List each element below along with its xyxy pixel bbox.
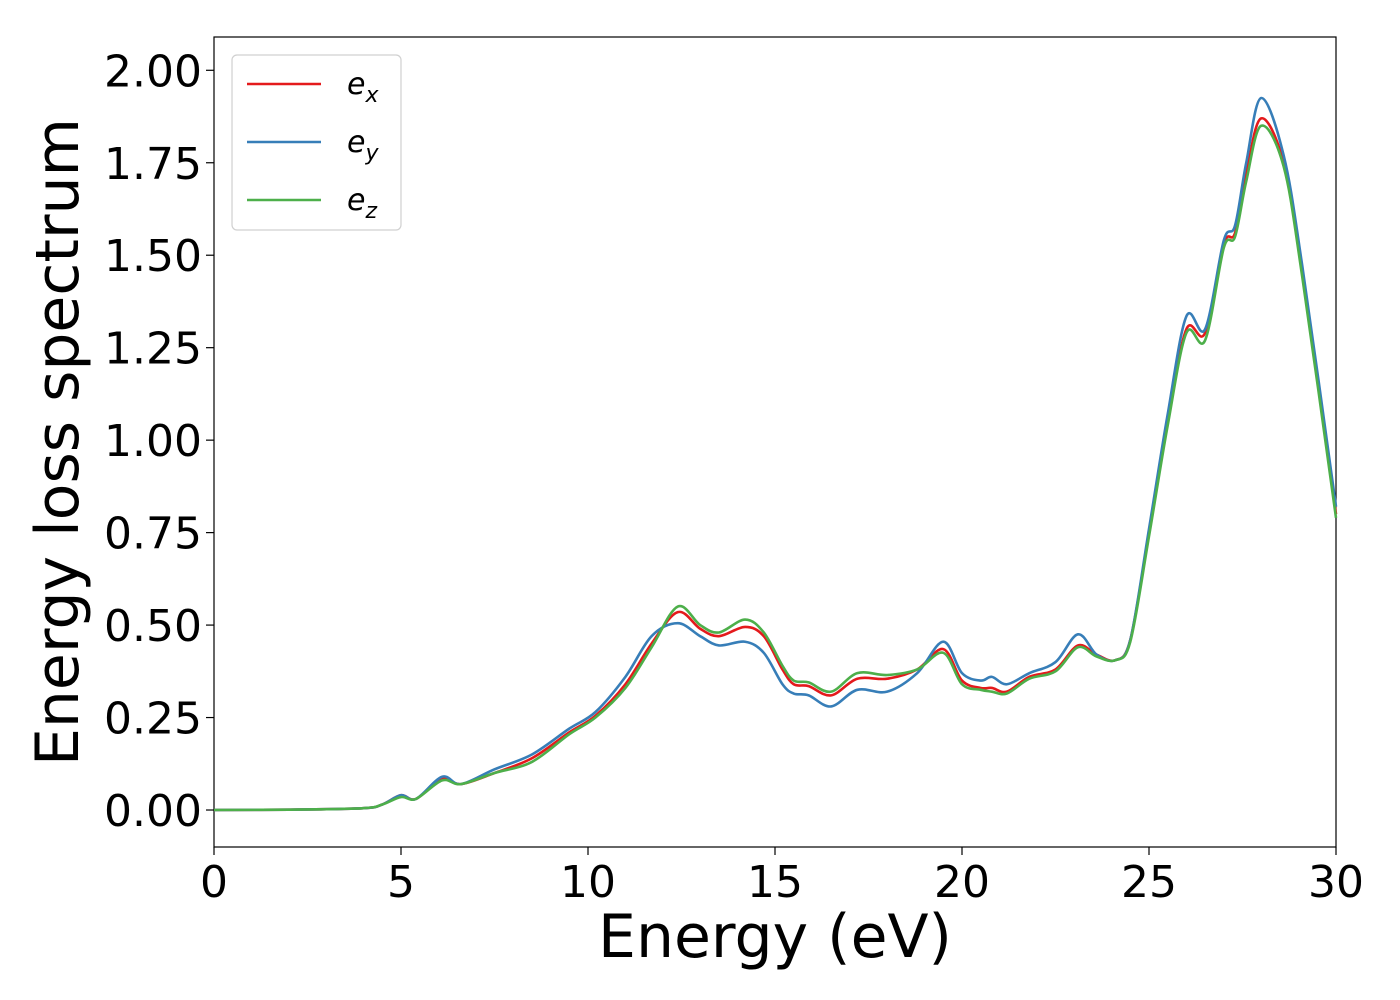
x-tick-label: 10 xyxy=(560,857,616,908)
y-tick-label: 1.50 xyxy=(104,231,202,282)
x-axis-label: Energy (eV) xyxy=(598,902,952,972)
series-layer xyxy=(213,96,1338,812)
y-tick-label: 2.00 xyxy=(104,46,202,97)
x-tick-label: 0 xyxy=(200,857,228,908)
x-axis-ticks: 0 5 10 15 20 25 30 xyxy=(200,847,1364,908)
x-tick-label: 15 xyxy=(747,857,803,908)
y-tick-label: 0.00 xyxy=(104,786,202,837)
y-tick-label: 1.75 xyxy=(104,139,202,190)
y-tick-label: 1.25 xyxy=(104,324,202,375)
y-tick-label: 0.25 xyxy=(104,694,202,745)
x-tick-label: 5 xyxy=(387,857,415,908)
legend-label-z: ez xyxy=(347,183,377,224)
y-tick-label: 0.75 xyxy=(104,509,202,560)
legend-label-y: ey xyxy=(347,125,379,166)
x-tick-label: 25 xyxy=(1121,857,1177,908)
x-tick-label: 20 xyxy=(934,857,990,908)
series-line-z xyxy=(213,124,1338,812)
x-tick-label: 30 xyxy=(1308,857,1364,908)
legend-label-x: ex xyxy=(347,67,379,108)
series-line-y xyxy=(213,96,1338,812)
y-tick-label: 1.00 xyxy=(104,416,202,467)
y-axis-label: Energy loss spectrum xyxy=(23,118,93,766)
y-axis-ticks: 0.00 0.25 0.50 0.75 1.00 1.25 1.50 1.75 2.00 xyxy=(104,46,214,837)
legend: ex ey ez xyxy=(231,54,402,231)
y-tick-label: 0.50 xyxy=(104,601,202,652)
